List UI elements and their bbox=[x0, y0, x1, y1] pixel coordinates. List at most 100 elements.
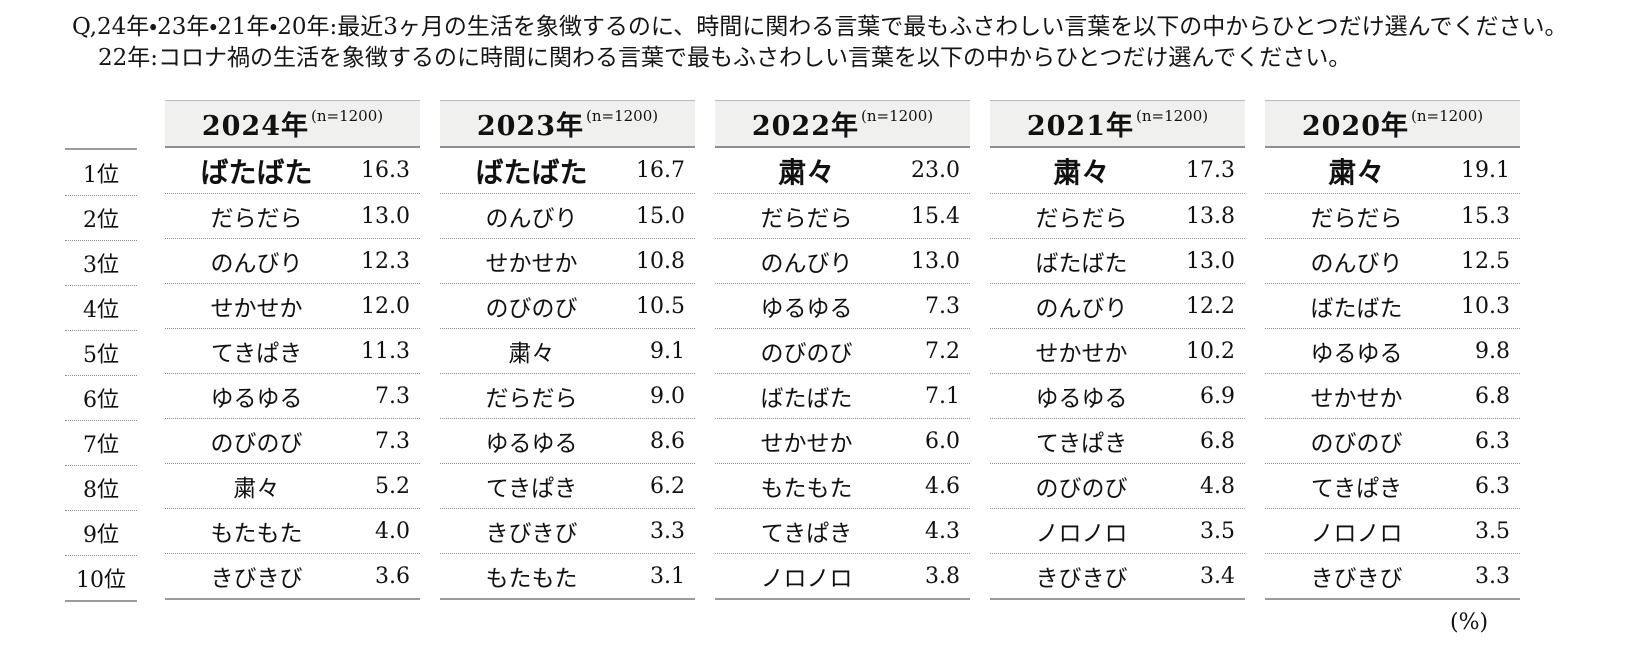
ranked-word: ばたばた bbox=[1310, 296, 1403, 322]
percentage-value: 12.3 bbox=[361, 248, 410, 274]
percentage-value: 10.2 bbox=[1186, 338, 1235, 364]
ranking-row: のんびり 13.0 bbox=[715, 238, 970, 283]
percentage-value: 10.5 bbox=[636, 293, 685, 319]
year-column: 2020年 (n=1200) 粛々 19.1 だらだら 15.3 のんびり 12.5 ばたばた 1… bbox=[1265, 100, 1520, 600]
ranked-word: きびきび bbox=[1310, 566, 1403, 592]
ranking-row: てきぱき 6.8 bbox=[990, 418, 1245, 463]
year-column-rows: 粛々 23.0 だらだら 15.4 のんびり 13.0 ゆるゆる 7.3 のびのび 7.2 ばたばた… bbox=[715, 148, 970, 600]
ranked-word: 粛々 bbox=[233, 476, 280, 502]
ranked-word: てきぱき bbox=[485, 476, 578, 502]
year-column: 2021年 (n=1200) 粛々 17.3 だらだら 13.8 ばたばた 13.0 のんびり 1… bbox=[990, 100, 1245, 600]
ranked-word: のんびり bbox=[1035, 296, 1128, 322]
percentage-value: 3.3 bbox=[1475, 563, 1510, 589]
year-column-header: 2021年 (n=1200) bbox=[990, 100, 1245, 148]
ranked-word: だらだら bbox=[1035, 206, 1128, 232]
percentage-value: 15.3 bbox=[1461, 203, 1510, 229]
percentage-value: 10.8 bbox=[636, 248, 685, 274]
percentage-value: 15.4 bbox=[911, 203, 960, 229]
percentage-value: 4.6 bbox=[925, 473, 960, 499]
ranking-row: のびのび 6.3 bbox=[1265, 418, 1520, 463]
ranked-word: きびきび bbox=[210, 566, 303, 592]
percentage-value: 12.2 bbox=[1186, 293, 1235, 319]
ranking-row: だらだら 13.8 bbox=[990, 193, 1245, 238]
ranked-word: ゆるゆる bbox=[1035, 386, 1128, 412]
ranking-row: てきぱき 4.3 bbox=[715, 508, 970, 553]
percentage-value: 19.1 bbox=[1461, 158, 1510, 183]
percentage-value: 12.0 bbox=[361, 293, 410, 319]
ranking-row: せかせか 6.0 bbox=[715, 418, 970, 463]
ranking-row: きびきび 3.4 bbox=[990, 553, 1245, 598]
rank-row: 4位 bbox=[65, 285, 137, 330]
ranking-table: 1位 2位 3位 4位 5位 6位 7位 8位 9位 10位 2024年 (n=1200) ばたばた 1… bbox=[65, 100, 1520, 602]
percentage-value: 9.1 bbox=[650, 338, 685, 364]
percentage-value: 7.3 bbox=[925, 293, 960, 319]
year-column-header: 2020年 (n=1200) bbox=[1265, 100, 1520, 148]
ranked-word: ゆるゆる bbox=[1310, 341, 1403, 367]
rank-row: 3位 bbox=[65, 240, 137, 285]
percentage-value: 7.3 bbox=[375, 428, 410, 454]
percentage-value: 4.3 bbox=[925, 518, 960, 544]
year-column-rows: 粛々 17.3 だらだら 13.8 ばたばた 13.0 のんびり 12.2 せかせか 10.2 ゆる… bbox=[990, 148, 1245, 600]
ranked-word: せかせか bbox=[1035, 341, 1128, 367]
ranking-row: ノロノロ 3.5 bbox=[990, 508, 1245, 553]
rank-column: 1位 2位 3位 4位 5位 6位 7位 8位 9位 10位 bbox=[65, 100, 137, 602]
ranked-word: もたもた bbox=[210, 521, 303, 547]
ranked-word: のんびり bbox=[485, 206, 578, 232]
ranked-word: てきぱき bbox=[1310, 476, 1403, 502]
ranked-word: せかせか bbox=[1310, 386, 1403, 412]
ranking-row: きびきび 3.6 bbox=[165, 553, 420, 598]
ranking-row: もたもた 3.1 bbox=[440, 553, 695, 598]
ranking-row: 粛々 19.1 bbox=[1265, 148, 1520, 193]
year-label: 2022年 bbox=[751, 111, 860, 142]
year-column: 2024年 (n=1200) ばたばた 16.3 だらだら 13.0 のんびり 12.3 せかせ… bbox=[165, 100, 420, 600]
rank-label: 9位 bbox=[83, 523, 119, 548]
rank-column-header-spacer bbox=[65, 100, 137, 148]
ranking-row: てきぱき 6.3 bbox=[1265, 463, 1520, 508]
percentage-value: 6.8 bbox=[1475, 383, 1510, 409]
percentage-value: 16.7 bbox=[636, 158, 685, 183]
sample-size-label: (n=1200) bbox=[311, 106, 384, 125]
percentage-value: 3.5 bbox=[1200, 518, 1235, 544]
ranking-row: せかせか 6.8 bbox=[1265, 373, 1520, 418]
ranked-word: ゆるゆる bbox=[485, 431, 578, 457]
ranking-row: ノロノロ 3.5 bbox=[1265, 508, 1520, 553]
ranked-word: せかせか bbox=[210, 296, 303, 322]
ranking-row: のんびり 12.5 bbox=[1265, 238, 1520, 283]
rank-label: 3位 bbox=[83, 253, 119, 278]
sample-size-label: (n=1200) bbox=[1411, 106, 1484, 125]
ranked-word: ゆるゆる bbox=[210, 386, 303, 412]
percentage-value: 13.0 bbox=[361, 203, 410, 229]
ranking-row: だらだら 15.3 bbox=[1265, 193, 1520, 238]
ranking-row: ゆるゆる 7.3 bbox=[165, 373, 420, 418]
rank-label: 6位 bbox=[83, 388, 119, 413]
year-column-header: 2023年 (n=1200) bbox=[440, 100, 695, 148]
ranked-word: きびきび bbox=[1035, 566, 1128, 592]
percentage-value: 6.3 bbox=[1475, 473, 1510, 499]
percentage-value: 6.8 bbox=[1200, 428, 1235, 454]
ranking-row: ばたばた 10.3 bbox=[1265, 283, 1520, 328]
survey-question: Q,24年・23年・21年・20年:最近3ヶ月の生活を象徴するのに、時間に関わる… bbox=[72, 12, 1567, 74]
ranked-word: ばたばた bbox=[1035, 251, 1128, 277]
percentage-value: 6.3 bbox=[1475, 428, 1510, 454]
ranking-row: ばたばた 7.1 bbox=[715, 373, 970, 418]
ranking-row: のびのび 10.5 bbox=[440, 283, 695, 328]
ranking-row: 粛々 17.3 bbox=[990, 148, 1245, 193]
rank-row: 9位 bbox=[65, 510, 137, 555]
percentage-value: 6.2 bbox=[650, 473, 685, 499]
ranking-row: ばたばた 13.0 bbox=[990, 238, 1245, 283]
ranked-word: てきぱき bbox=[760, 521, 853, 547]
rank-row: 5位 bbox=[65, 330, 137, 375]
percentage-value: 3.5 bbox=[1475, 518, 1510, 544]
ranked-word: のびのび bbox=[1310, 431, 1403, 457]
ranked-word: のびのび bbox=[485, 296, 578, 322]
ranked-word: のんびり bbox=[760, 251, 853, 277]
percentage-value: 3.1 bbox=[650, 563, 685, 589]
ranking-row: てきぱき 11.3 bbox=[165, 328, 420, 373]
ranking-row: 粛々 9.1 bbox=[440, 328, 695, 373]
ranking-row: もたもた 4.0 bbox=[165, 508, 420, 553]
ranked-word: だらだら bbox=[760, 206, 853, 232]
percentage-value: 5.2 bbox=[375, 473, 410, 499]
ranked-word: ばたばた bbox=[200, 155, 313, 189]
percentage-value: 3.8 bbox=[925, 563, 960, 589]
year-label: 2021年 bbox=[1026, 111, 1135, 142]
